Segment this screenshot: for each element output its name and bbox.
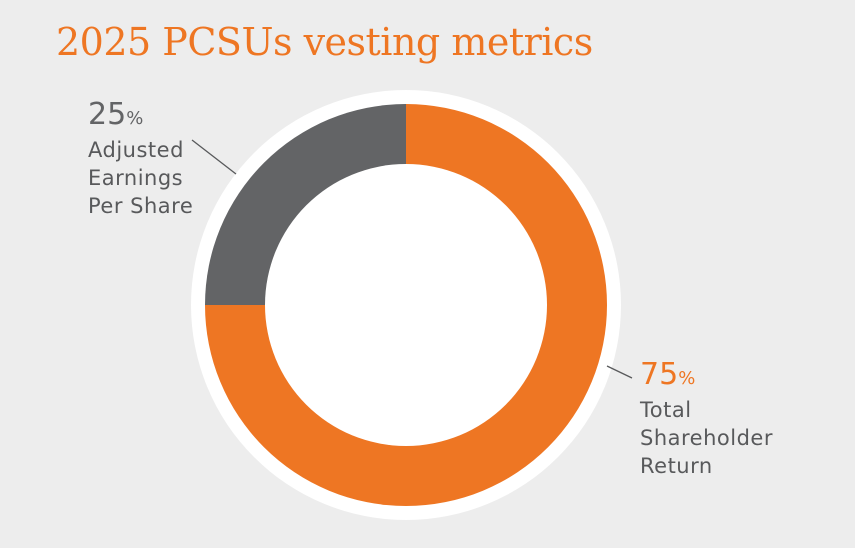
tsr-percent: 75% [640, 357, 696, 392]
leader-line-eps [191, 139, 237, 175]
eps-label: Adjusted Earnings Per Share [88, 138, 194, 218]
callout-tsr: 75% Total Shareholder Return [640, 358, 773, 480]
donut-hole [265, 164, 547, 446]
tsr-label: Total Shareholder Return [640, 398, 773, 478]
eps-percent: 25% [88, 97, 144, 132]
callout-eps: 25% Adjusted Earnings Per Share [88, 98, 193, 220]
chart-title: 2025 PCSUs vesting metrics [56, 20, 593, 64]
leader-line-tsr [606, 365, 633, 379]
